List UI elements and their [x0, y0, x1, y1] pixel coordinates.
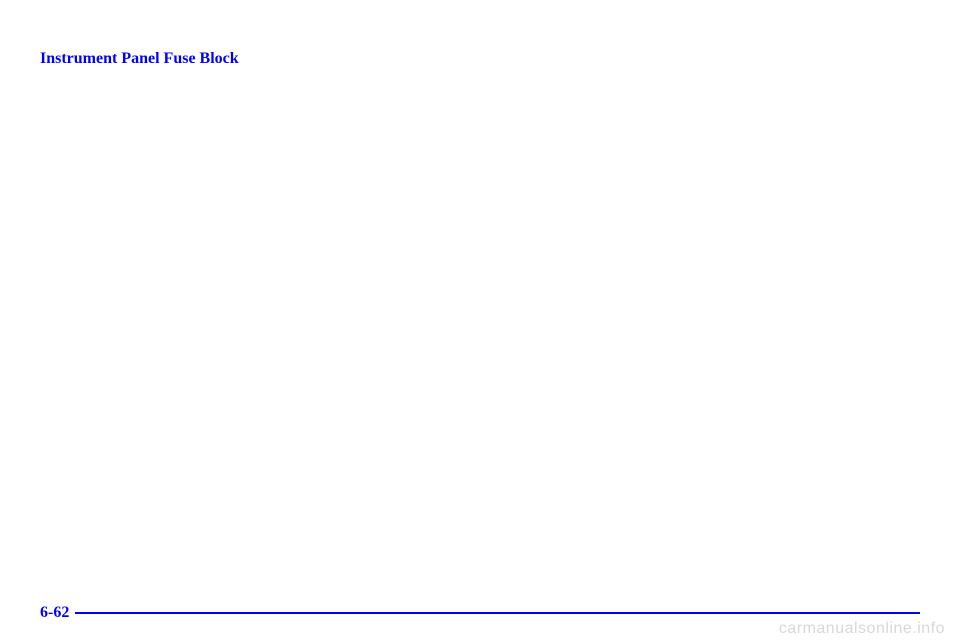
page-number: 6-62 — [40, 604, 69, 622]
section-heading: Instrument Panel Fuse Block — [40, 50, 920, 68]
watermark-text: carmanualsonline.info — [779, 620, 945, 638]
page-number-rule — [75, 612, 920, 614]
manual-page: Instrument Panel Fuse Block 6-62 carmanu… — [0, 0, 960, 640]
